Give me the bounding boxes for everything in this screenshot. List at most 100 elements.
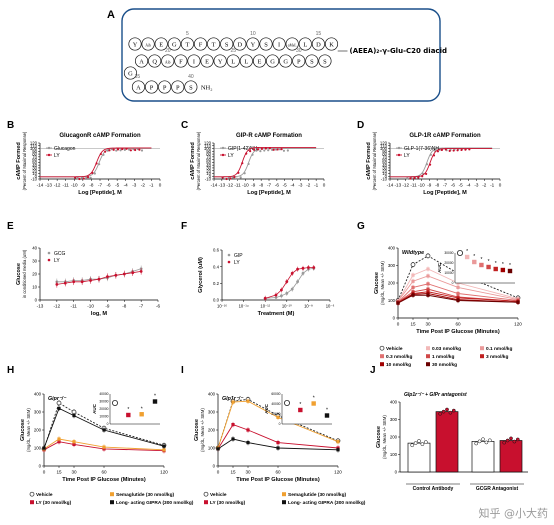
x-tick-label: -10 [71,183,78,188]
x-tick-label: -12 [54,183,61,188]
y-axis-sublabel-g: (mg/dL, Mean +/- SEM) [380,261,385,305]
bar-ly-0 [435,411,459,473]
data-point [263,149,266,152]
y-axis-sublabel-b: (Percent of Maximal Response) [22,131,27,190]
residue-r1-1 [141,37,155,51]
residue-r1-14 [311,37,325,51]
residue-number-15: 15 [316,31,322,37]
x-tick-label: 60 [101,470,107,475]
x-tick-label: -8 [122,304,127,309]
residue-r2-5-label: E [257,58,261,65]
residue-r1-7 [220,37,234,51]
x-tick-label: -3 [132,183,137,188]
inset-y-tick-label: 40000 [99,392,108,396]
residue-r1-13-label: L [303,41,307,48]
data-point [91,171,94,175]
residue-r2-11 [174,54,188,68]
x-tick-label: 120 [334,470,342,475]
data-point [421,175,424,178]
x-axis-label-f: Treatment (M) [258,311,295,317]
data-point [456,285,460,289]
data-point [286,149,289,152]
y-tick-label: 400 [390,400,398,405]
data-point [271,148,274,151]
data-point [452,149,455,152]
data-point [260,147,264,150]
data-point [468,148,471,151]
x-tick-label: 60 [455,322,461,327]
x-tick-label: 0 [43,470,46,475]
data-point [162,448,166,452]
series-line-ly [214,146,317,178]
x-tick-label: -5 [459,183,464,188]
y-tick-label: 0 [213,464,216,469]
x-tick-label: 0 [323,183,326,188]
x-tick-label: -7 [443,183,448,188]
data-point [411,279,415,283]
y-tick-label: 30 [32,259,37,264]
x-tick-label: -9 [105,304,110,309]
data-point [276,446,280,450]
bar-point [438,411,443,416]
bar-point [477,439,482,444]
residue-r2-8 [213,54,227,68]
legend-marker [380,354,384,359]
chart-title-d: GLP-1R cAMP Formation [409,133,481,139]
data-point [440,148,443,152]
residue-r2-11-label: F [179,58,183,65]
residue-number-5: 5 [186,31,189,37]
y-tick-label: 400 [34,392,42,397]
y-tick-label: 10 [382,171,387,176]
y-tick-label: 50 [382,160,387,165]
data-point [246,441,250,445]
significance-star: * [495,261,497,267]
inset-point [152,399,158,404]
y-tick-label: 90 [382,149,387,154]
residue-r3-1-label: P [150,84,154,91]
legend-marker [110,492,114,497]
panel-letter-d: D [357,120,364,131]
significance-star: * [141,406,143,412]
x-tick-label: 0 [397,322,400,327]
data-point [140,149,144,152]
y-tick-label: 110 [30,143,37,148]
data-point [272,148,275,151]
bar-point [451,408,456,413]
sequence-frame [121,8,441,102]
y-tick-label: 10 [32,285,37,290]
legend-marker [282,500,286,505]
bar-point [502,440,507,445]
x-tick-label: -3 [298,183,303,188]
y-tick-label: 400 [388,246,396,251]
bar-point [445,407,449,412]
legend-label: 10 nmol/kg [386,362,411,368]
data-point [237,171,240,174]
y-axis-sublabel-j: (mg/dL, Mean +/- SEM) [382,415,387,459]
y-tick-label: 0.0 [213,298,220,303]
residue-r1-8 [233,37,247,51]
x-tick-label: 15 [230,470,236,475]
data-point [80,176,84,179]
data-point [225,177,228,181]
series-line [56,271,142,285]
legend-marker [221,146,225,150]
legend-marker [426,346,430,351]
legend-marker [203,491,209,497]
series-line [265,267,314,299]
significance-star: * [502,262,504,268]
y-tick-label: 100 [388,298,396,303]
y-tick-label: 0 [395,470,398,475]
inset-y-tick-label: 20000 [271,412,280,416]
y-tick-label: 0.2 [213,281,220,286]
legend-marker [47,153,51,157]
y-axis-label-e: Glucose [16,263,22,285]
inset-y-tick-label: 20000 [99,407,108,411]
data-point [336,440,340,444]
residue-r2-0 [318,54,332,68]
y-tick-label: 40 [32,163,37,168]
data-point [276,148,279,151]
legend-marker [110,500,114,505]
data-point [239,176,242,179]
residue-r2-13-label: Q [152,58,157,65]
